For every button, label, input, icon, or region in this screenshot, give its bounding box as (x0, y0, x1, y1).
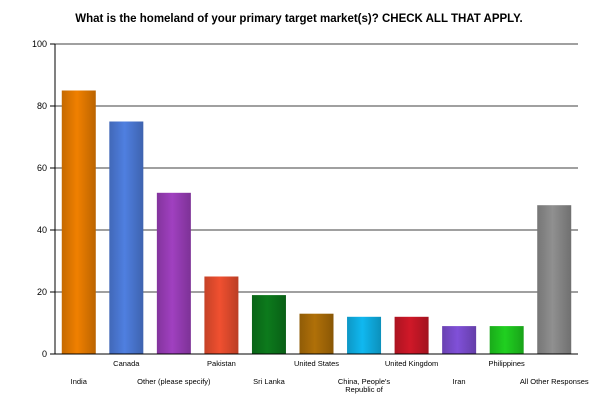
bar-pakistan (204, 276, 239, 354)
x-category-label-line: United States (294, 359, 339, 368)
chart-title: What is the homeland of your primary tar… (75, 13, 523, 25)
x-category-label-line: Philippines (489, 359, 526, 368)
x-category-label-line: China, People's (338, 377, 391, 386)
y-tick-label: 100 (32, 39, 47, 49)
bar-canada (109, 121, 144, 354)
bars (61, 90, 572, 354)
x-category-label-line: Republic of (345, 385, 383, 394)
x-category-label-line: All Other Responses (520, 377, 589, 386)
x-category-label: Philippines (489, 359, 526, 368)
x-category-label: Iran (453, 377, 466, 386)
bar-iran (442, 326, 477, 354)
x-category-label: India (71, 377, 88, 386)
bar-united-states (299, 313, 334, 354)
y-tick-label: 40 (37, 225, 47, 235)
x-category-label-line: Iran (453, 377, 466, 386)
x-category-label: China, People's Republic of (338, 377, 391, 394)
bar-sri-lanka (251, 295, 286, 354)
x-category-label: United States (294, 359, 339, 368)
y-tick-label: 20 (37, 287, 47, 297)
y-tick-label: 0 (42, 349, 47, 359)
axes: 0 20 40 60 80 100 (32, 39, 578, 359)
x-category-label: Sri Lanka (253, 377, 286, 386)
x-category-label-line: India (71, 377, 88, 386)
bar-china-people-s-republic-of (347, 316, 382, 354)
y-tick-label: 80 (37, 101, 47, 111)
y-tick-label: 60 (37, 163, 47, 173)
x-category-label-line: Other (please specify) (137, 377, 211, 386)
x-category-label: Canada (113, 359, 140, 368)
bar-united-kingdom (394, 316, 429, 354)
category-labels: India Canada Other (please specify) Pakista… (71, 359, 589, 394)
x-category-label-line: Pakistan (207, 359, 236, 368)
bar-other-please-specify (156, 192, 191, 354)
x-category-label: All Other Responses (520, 377, 589, 386)
x-category-label: Pakistan (207, 359, 236, 368)
x-category-label-line: Canada (113, 359, 140, 368)
x-category-label: Other (please specify) (137, 377, 211, 386)
x-category-label: United Kingdom (385, 359, 438, 368)
bar-india (61, 90, 96, 354)
x-category-label-line: United Kingdom (385, 359, 438, 368)
bar-all-other-responses (537, 205, 572, 354)
bar-philippines (489, 326, 524, 354)
x-category-label-line: Sri Lanka (253, 377, 286, 386)
